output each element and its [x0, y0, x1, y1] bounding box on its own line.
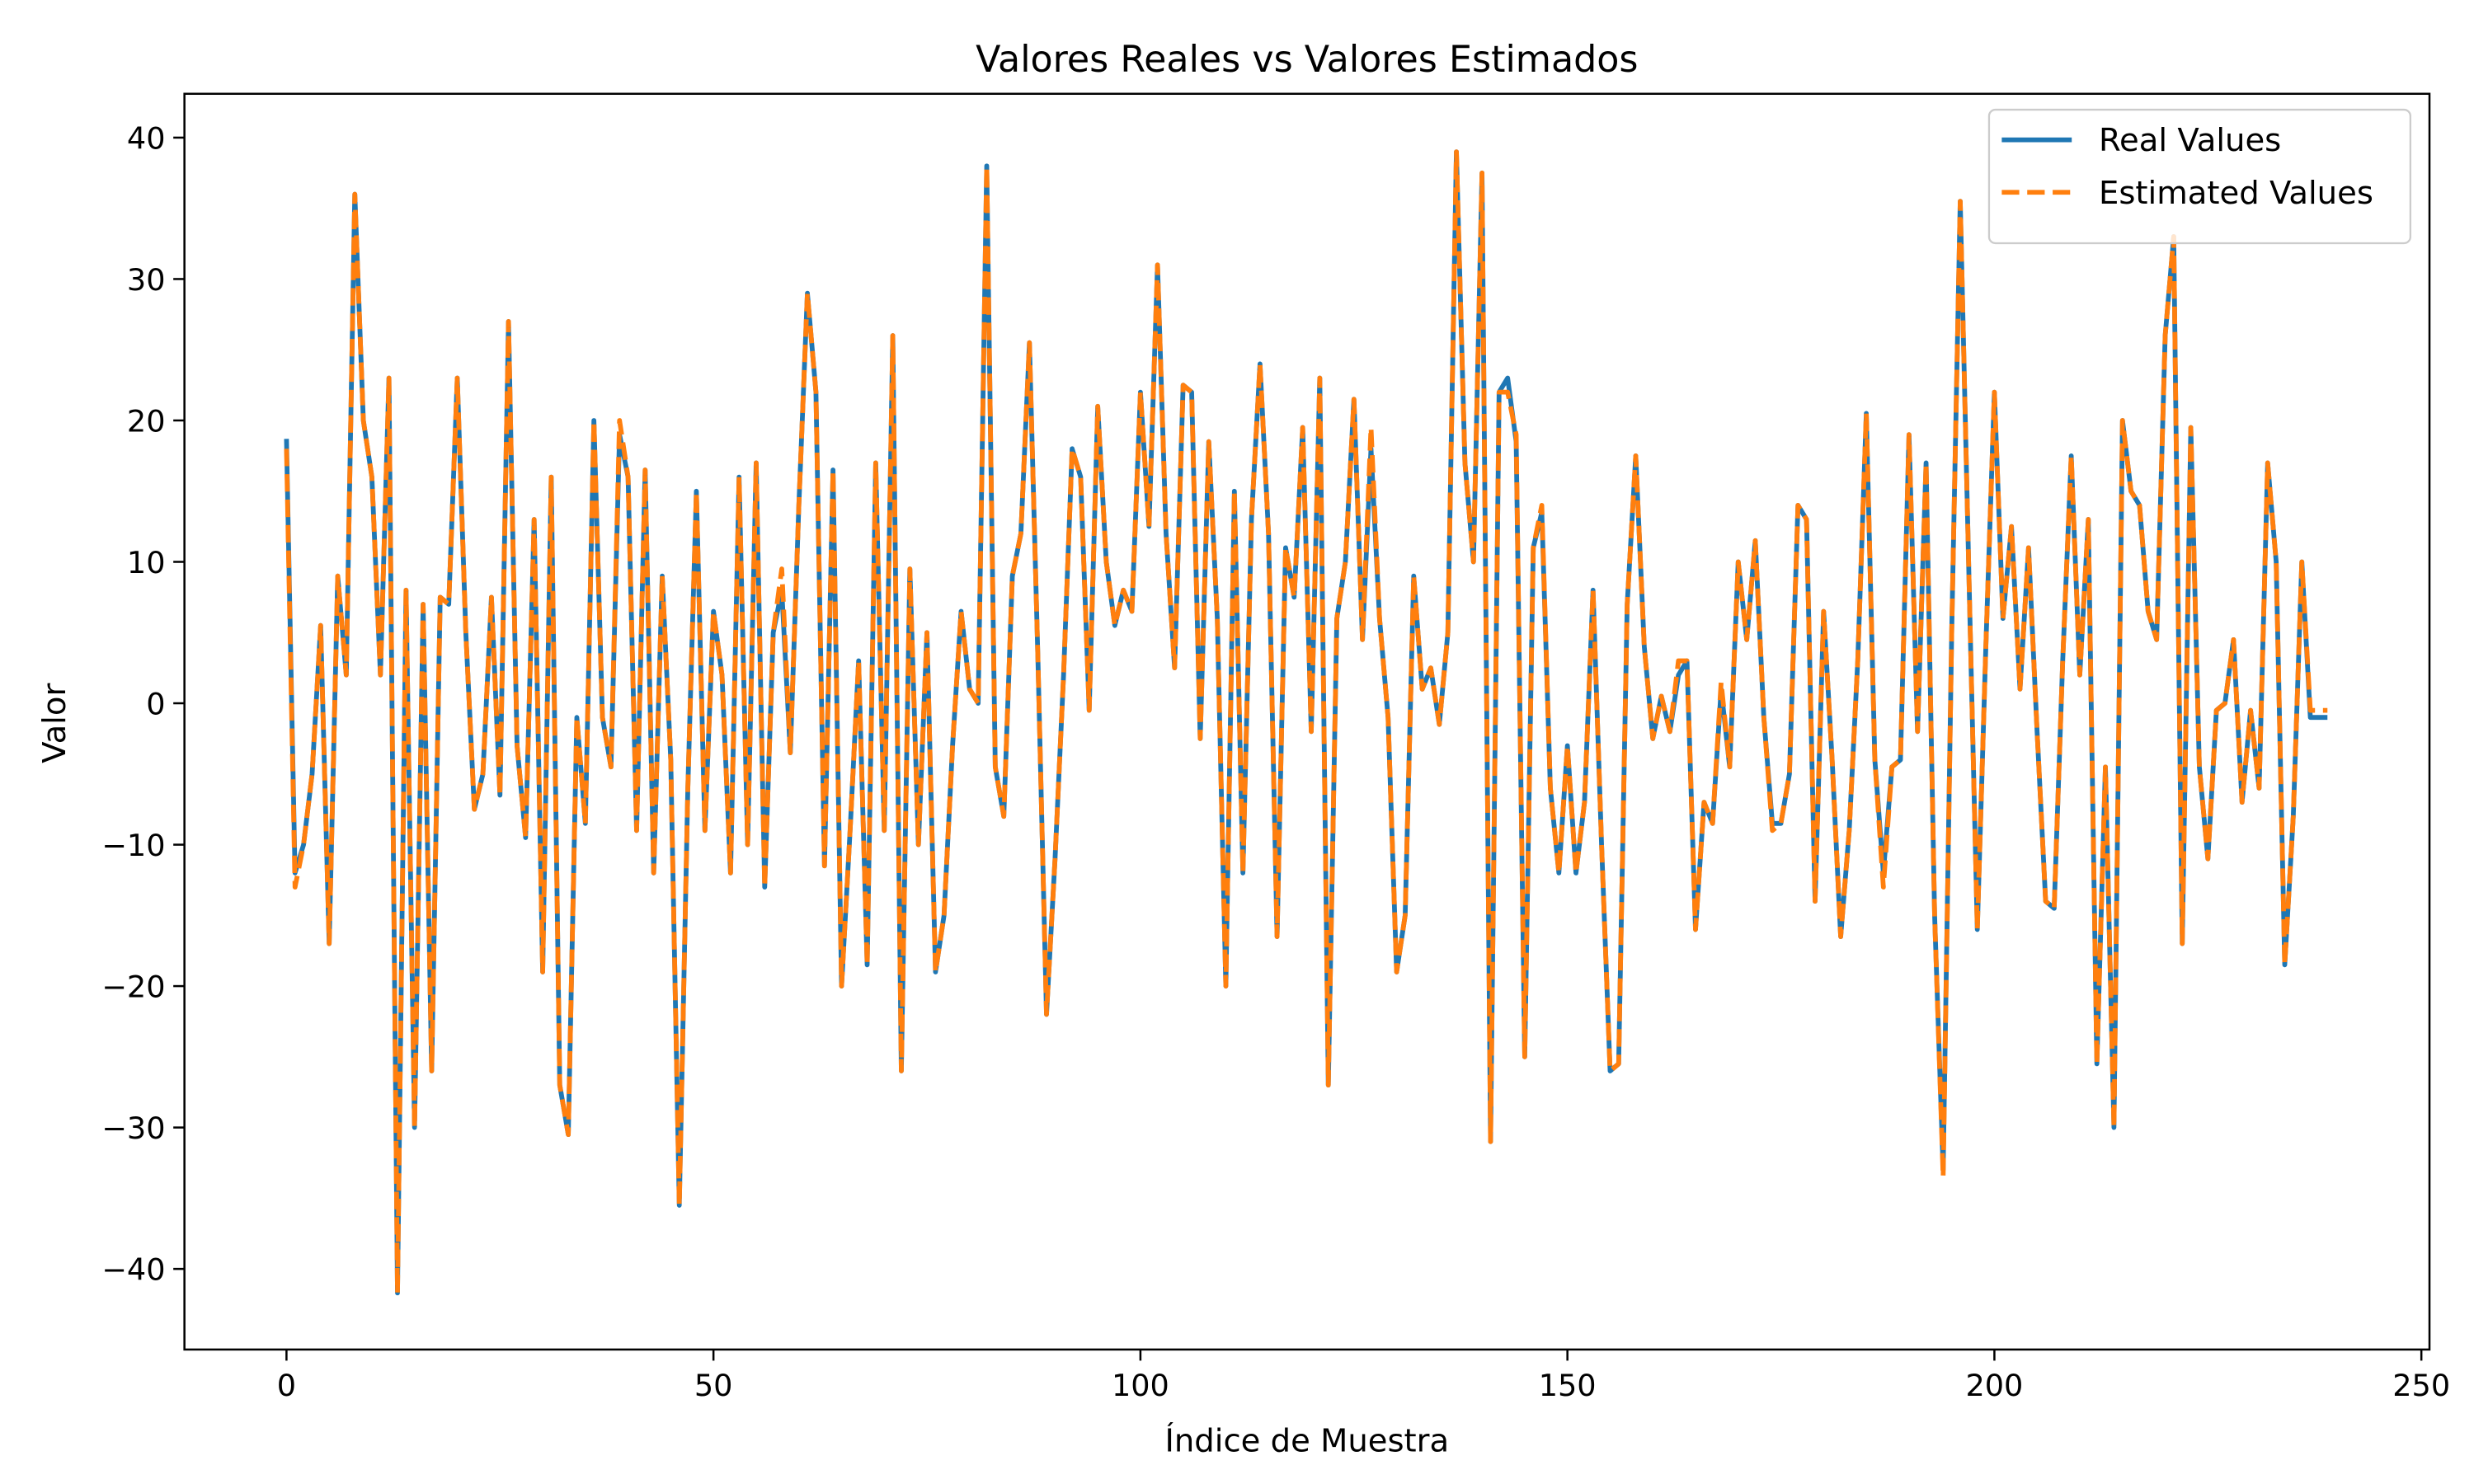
legend-label: Real Values	[2099, 122, 2281, 159]
y-axis-label: Valor	[36, 683, 73, 763]
plot-frame	[183, 92, 2431, 1351]
y-tick-label: −30	[101, 1111, 165, 1146]
x-tick-label: 150	[1539, 1368, 1597, 1403]
chart-title: Valores Reales vs Valores Estimados	[976, 39, 1638, 81]
y-tick-label: 20	[127, 403, 166, 439]
x-tick-label: 250	[2392, 1368, 2450, 1403]
y-tick-label: 40	[127, 120, 166, 156]
legend-label: Estimated Values	[2099, 175, 2373, 212]
y-tick-label: −20	[101, 970, 165, 1005]
x-axis-label: Índice de Muestra	[1165, 1421, 1450, 1459]
series-line	[284, 149, 2328, 1296]
y-tick-label: 10	[127, 545, 166, 580]
y-tick-label: −10	[101, 828, 165, 863]
x-tick-label: 0	[277, 1368, 296, 1403]
legend-box	[1987, 108, 2412, 245]
y-tick-label: 30	[127, 262, 166, 298]
x-tick-label: 50	[694, 1368, 733, 1403]
x-tick-label: 200	[1965, 1368, 2023, 1403]
y-tick-label: −40	[101, 1252, 165, 1288]
x-tick-label: 100	[1112, 1368, 1169, 1403]
series-line	[284, 149, 2328, 1296]
y-tick-label: 0	[146, 687, 165, 722]
